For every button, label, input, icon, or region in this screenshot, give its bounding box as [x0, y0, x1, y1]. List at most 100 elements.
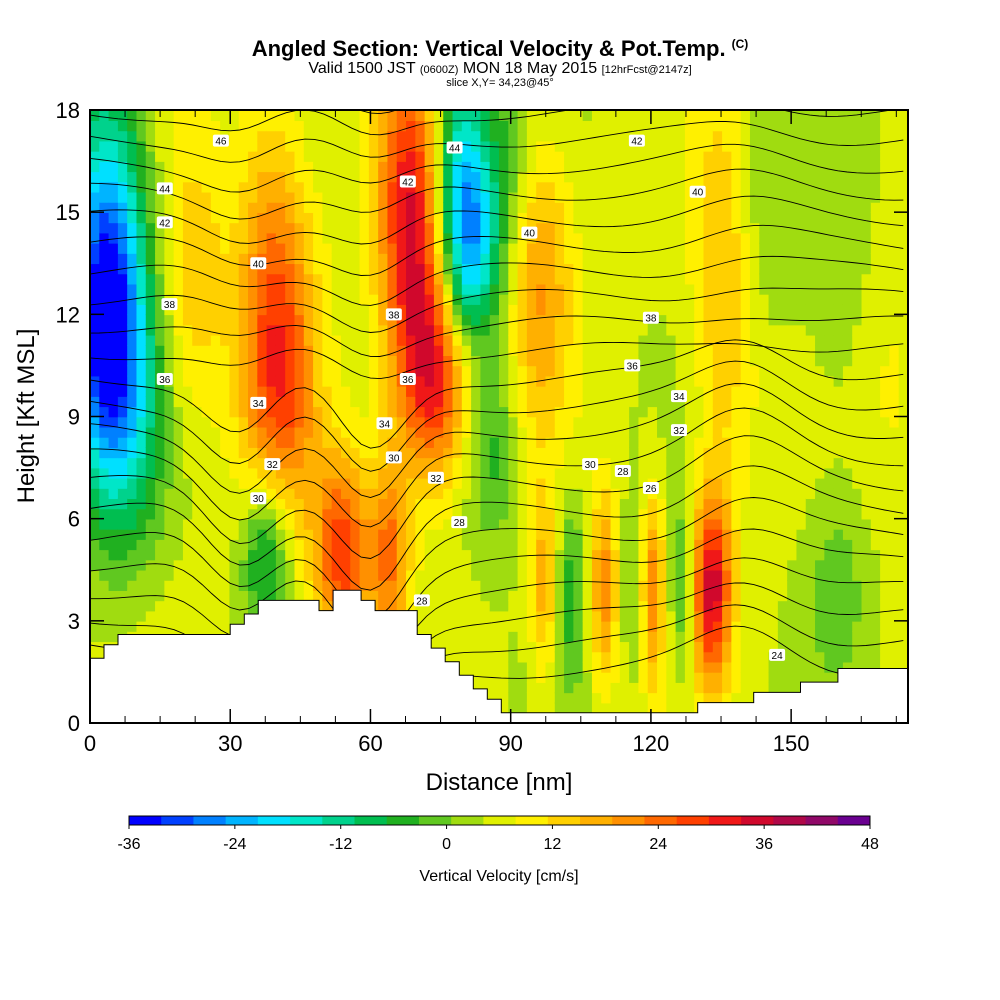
velocity-cell	[331, 559, 342, 571]
velocity-cell	[591, 631, 603, 643]
velocity-cell	[694, 692, 705, 704]
velocity-cell	[257, 355, 268, 367]
velocity-cell	[657, 651, 668, 663]
velocity-cell	[601, 212, 612, 224]
velocity-cell	[248, 283, 259, 295]
velocity-cell	[99, 334, 110, 346]
velocity-cell	[749, 467, 761, 479]
velocity-cell	[173, 212, 184, 224]
velocity-cell	[815, 416, 826, 428]
velocity-cell	[861, 651, 872, 663]
velocity-cell	[610, 702, 621, 714]
velocity-cell	[582, 539, 593, 551]
velocity-cell	[127, 324, 138, 336]
velocity-cell	[768, 426, 779, 438]
velocity-cell	[117, 324, 128, 336]
velocity-cell	[220, 426, 231, 438]
velocity-cell	[452, 477, 463, 489]
velocity-cell	[619, 610, 630, 622]
velocity-cell	[378, 488, 389, 500]
velocity-cell	[601, 661, 612, 673]
velocity-cell	[787, 477, 798, 489]
velocity-cell	[777, 150, 788, 162]
velocity-cell	[815, 477, 826, 489]
velocity-cell	[638, 396, 649, 408]
velocity-cell	[275, 590, 287, 602]
velocity-cell	[545, 569, 556, 581]
velocity-cell	[508, 212, 519, 224]
velocity-cell	[108, 385, 119, 397]
velocity-cell	[406, 518, 417, 530]
velocity-cell	[768, 273, 779, 285]
velocity-cell	[787, 120, 798, 132]
velocity-cell	[303, 304, 314, 316]
velocity-cell	[805, 222, 816, 234]
velocity-cell	[433, 171, 445, 183]
velocity-cell	[517, 447, 528, 459]
velocity-cell	[248, 314, 259, 326]
velocity-cell	[127, 283, 138, 295]
velocity-cell	[443, 304, 454, 316]
velocity-cell	[359, 242, 370, 254]
velocity-cell	[461, 110, 472, 122]
velocity-cell	[443, 447, 454, 459]
velocity-cell	[815, 304, 826, 316]
velocity-cell	[489, 661, 500, 673]
velocity-cell	[499, 222, 510, 234]
velocity-cell	[815, 488, 826, 500]
velocity-cell	[787, 293, 798, 305]
velocity-cell	[554, 385, 565, 397]
velocity-cell	[117, 579, 128, 591]
velocity-cell	[564, 253, 575, 265]
velocity-cell	[136, 467, 147, 479]
velocity-cell	[554, 559, 565, 571]
velocity-cell	[238, 222, 249, 234]
velocity-cell	[703, 242, 714, 254]
velocity-cell	[582, 528, 593, 540]
velocity-cell	[564, 263, 575, 275]
velocity-cell	[777, 191, 788, 203]
velocity-cell	[303, 508, 314, 520]
velocity-cell	[675, 161, 686, 173]
velocity-cell	[164, 355, 175, 367]
velocity-cell	[340, 528, 352, 540]
velocity-cell	[573, 304, 584, 316]
velocity-cell	[443, 344, 454, 356]
velocity-cell	[833, 396, 844, 408]
velocity-cell	[433, 447, 445, 459]
velocity-cell	[610, 161, 621, 173]
velocity-cell	[155, 549, 166, 561]
velocity-cell	[842, 620, 854, 632]
velocity-cell	[591, 171, 603, 183]
velocity-cell	[387, 436, 398, 448]
velocity-cell	[824, 171, 835, 183]
velocity-cell	[155, 457, 166, 469]
velocity-cell	[657, 283, 668, 295]
velocity-cell	[136, 477, 147, 489]
velocity-cell	[731, 140, 742, 152]
velocity-cell	[694, 130, 705, 142]
velocity-cell	[266, 120, 277, 132]
velocity-cell	[145, 171, 156, 183]
velocity-cell	[749, 620, 761, 632]
velocity-cell	[266, 273, 277, 285]
velocity-cell	[554, 488, 565, 500]
velocity-cell	[210, 110, 221, 122]
velocity-cell	[573, 365, 584, 377]
velocity-cell	[610, 232, 621, 244]
velocity-cell	[378, 528, 389, 540]
velocity-cell	[824, 232, 835, 244]
velocity-cell	[684, 641, 696, 653]
velocity-cell	[192, 171, 203, 183]
velocity-cell	[749, 600, 761, 612]
velocity-cell	[777, 375, 788, 387]
velocity-cell	[749, 579, 761, 591]
velocity-cell	[499, 171, 510, 183]
velocity-cell	[647, 682, 658, 694]
velocity-cell	[684, 661, 696, 673]
velocity-cell	[396, 508, 407, 520]
velocity-cell	[266, 498, 277, 510]
velocity-cell	[712, 365, 723, 377]
velocity-cell	[517, 488, 528, 500]
velocity-cell	[210, 549, 221, 561]
